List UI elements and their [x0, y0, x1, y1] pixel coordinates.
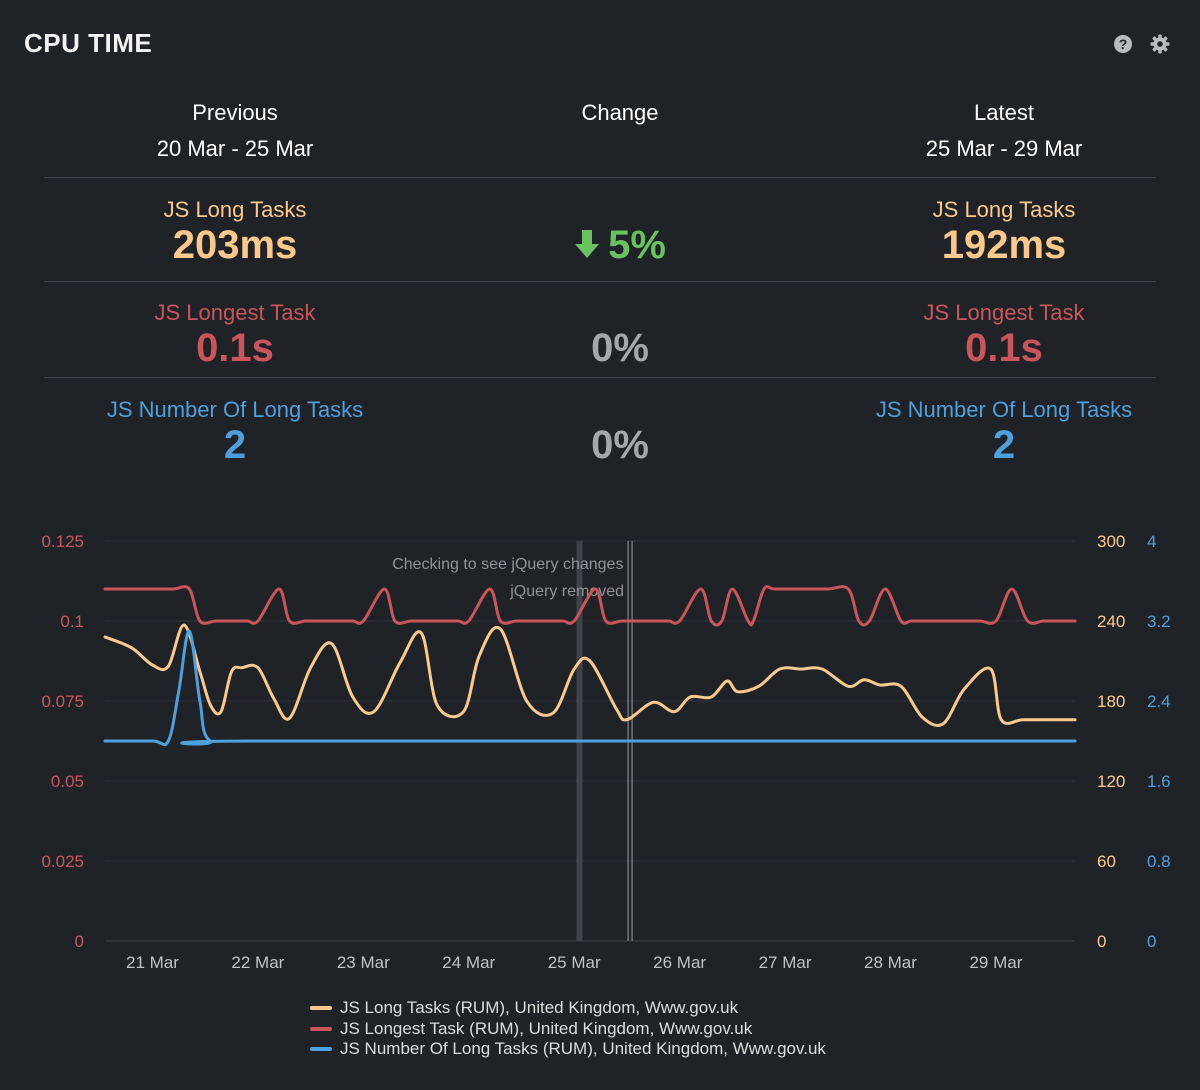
- legend-item[interactable]: JS Number Of Long Tasks (RUM), United Ki…: [310, 1039, 826, 1060]
- y-right-tick-label: 0: [1097, 932, 1106, 951]
- divider: [44, 377, 1156, 378]
- legend-item[interactable]: JS Long Tasks (RUM), United Kingdom, Www…: [310, 998, 826, 1019]
- x-tick-label: 24 Mar: [442, 953, 495, 972]
- legend-swatch: [310, 1006, 332, 1011]
- y-left-tick-label: 0.125: [41, 532, 84, 551]
- annotation-label: jQuery removed: [509, 583, 624, 600]
- y-right2-tick-label: 2.4: [1147, 692, 1171, 711]
- metric-value: 2: [992, 423, 1016, 467]
- series-line: [103, 629, 1077, 747]
- metric-num-long-tasks-latest: JS Number Of Long Tasks 2: [804, 397, 1200, 467]
- metric-long-tasks-previous: JS Long Tasks 203ms: [35, 197, 435, 267]
- y-right2-tick-label: 3.2: [1147, 612, 1171, 631]
- legend-label: JS Longest Task (RUM), United Kingdom, W…: [340, 1018, 753, 1038]
- latest-header: Latest 25 Mar - 29 Mar: [804, 100, 1200, 162]
- x-tick-label: 27 Mar: [759, 953, 812, 972]
- chart-legend: JS Long Tasks (RUM), United Kingdom, Www…: [310, 998, 826, 1060]
- previous-range: 20 Mar - 25 Mar: [156, 136, 314, 161]
- gear-icon[interactable]: [1150, 34, 1170, 54]
- metric-long-tasks-change: 5%: [420, 223, 820, 267]
- metric-longest-task-latest: JS Longest Task 0.1s: [804, 300, 1200, 370]
- metric-label: JS Long Tasks: [163, 197, 307, 222]
- series-line: [103, 585, 1077, 627]
- metric-value: 0.1s: [196, 326, 274, 370]
- divider: [44, 177, 1156, 178]
- metric-label: JS Number Of Long Tasks: [106, 397, 364, 422]
- divider: [44, 281, 1156, 282]
- legend-label: JS Long Tasks (RUM), United Kingdom, Www…: [340, 998, 739, 1018]
- y-right2-tick-label: 0.8: [1147, 852, 1171, 871]
- change-header: Change: [420, 100, 820, 126]
- metric-value: 2: [223, 423, 247, 467]
- page-title: CPU TIME: [24, 28, 153, 58]
- y-right-tick-label: 120: [1097, 772, 1125, 791]
- y-right-tick-label: 240: [1097, 612, 1125, 631]
- change-percent: 0%: [591, 423, 649, 467]
- y-left-tick-label: 0.1: [60, 612, 84, 631]
- help-icon[interactable]: ?: [1113, 34, 1133, 54]
- metric-long-tasks-latest: JS Long Tasks 192ms: [804, 197, 1200, 267]
- legend-item[interactable]: JS Longest Task (RUM), United Kingdom, W…: [310, 1019, 826, 1040]
- legend-swatch: [310, 1047, 332, 1052]
- y-right-tick-label: 60: [1097, 852, 1116, 871]
- x-tick-label: 25 Mar: [548, 953, 601, 972]
- latest-label: Latest: [974, 100, 1034, 125]
- x-tick-label: 23 Mar: [337, 953, 390, 972]
- x-tick-label: 21 Mar: [126, 953, 179, 972]
- arrow-down-icon: [575, 230, 600, 258]
- metric-num-long-tasks-change: 0%: [420, 423, 820, 467]
- change-value: 5%: [574, 223, 666, 267]
- x-tick-label: 28 Mar: [864, 953, 917, 972]
- y-right2-tick-label: 4: [1147, 532, 1156, 551]
- y-left-tick-label: 0.025: [41, 852, 84, 871]
- y-right-tick-label: 300: [1097, 532, 1125, 551]
- metric-value: 0.1s: [965, 326, 1043, 370]
- y-left-tick-label: 0.05: [51, 772, 84, 791]
- x-tick-label: 29 Mar: [969, 953, 1022, 972]
- legend-label: JS Number Of Long Tasks (RUM), United Ki…: [340, 1039, 826, 1059]
- metric-value: 203ms: [172, 223, 298, 267]
- x-tick-label: 22 Mar: [231, 953, 284, 972]
- annotation-label: Checking to see jQuery changes: [392, 556, 623, 573]
- previous-label: Previous: [192, 100, 278, 125]
- change-percent: 5%: [608, 223, 666, 267]
- metric-num-long-tasks-previous: JS Number Of Long Tasks 2: [35, 397, 435, 467]
- legend-swatch: [310, 1026, 332, 1031]
- previous-header: Previous 20 Mar - 25 Mar: [35, 100, 435, 162]
- metric-longest-task-change: 0%: [420, 326, 820, 370]
- change-label: Change: [581, 100, 659, 125]
- y-right2-tick-label: 0: [1147, 932, 1156, 951]
- metric-longest-task-previous: JS Longest Task 0.1s: [35, 300, 435, 370]
- y-right2-tick-label: 1.6: [1147, 772, 1171, 791]
- annotation-band: [576, 541, 583, 941]
- metric-label: JS Longest Task: [923, 300, 1085, 325]
- y-left-tick-label: 0.075: [41, 692, 84, 711]
- series-line: [103, 623, 1077, 727]
- metric-value: 192ms: [941, 223, 1067, 267]
- y-right-tick-label: 180: [1097, 692, 1125, 711]
- y-left-tick-label: 0: [75, 932, 84, 951]
- change-percent: 0%: [591, 326, 649, 370]
- latest-range: 25 Mar - 29 Mar: [925, 136, 1083, 161]
- x-tick-label: 26 Mar: [653, 953, 706, 972]
- metric-label: JS Longest Task: [154, 300, 316, 325]
- svg-text:?: ?: [1119, 36, 1128, 52]
- metric-label: JS Number Of Long Tasks: [875, 397, 1133, 422]
- metric-label: JS Long Tasks: [932, 197, 1076, 222]
